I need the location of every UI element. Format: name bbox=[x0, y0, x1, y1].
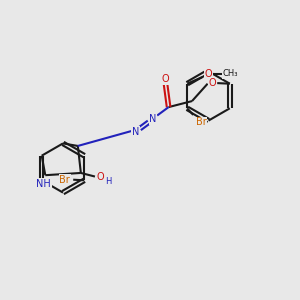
Text: CH₃: CH₃ bbox=[223, 69, 238, 78]
Text: NH: NH bbox=[36, 178, 51, 189]
Text: N: N bbox=[149, 114, 157, 124]
Text: Br: Br bbox=[196, 117, 206, 128]
Text: O: O bbox=[208, 78, 216, 88]
Text: Br: Br bbox=[59, 175, 70, 185]
Text: O: O bbox=[162, 74, 170, 84]
Text: O: O bbox=[97, 172, 104, 182]
Text: O: O bbox=[205, 69, 212, 79]
Text: H: H bbox=[105, 177, 111, 186]
Text: N: N bbox=[132, 127, 139, 137]
